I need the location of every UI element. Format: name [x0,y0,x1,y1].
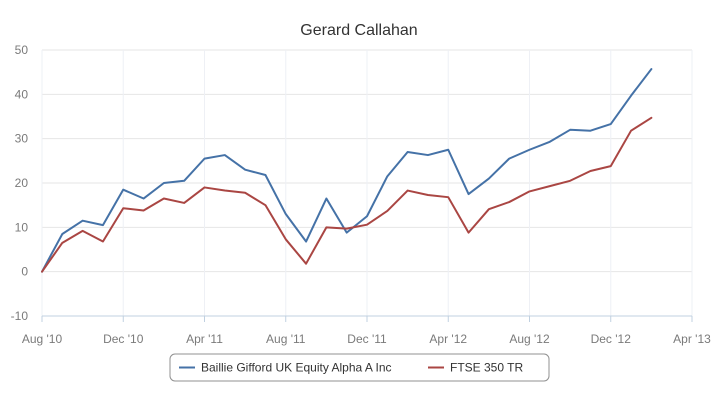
y-tick-label: 10 [15,220,29,234]
grid-layer [41,49,693,317]
legend-label: Baillie Gifford UK Equity Alpha A Inc [201,361,392,375]
x-tick-label: Aug '12 [509,332,550,346]
legend-box [169,353,550,382]
x-tick-label: Apr '11 [186,332,223,346]
legend-item-1[interactable]: Baillie Gifford UK Equity Alpha A Inc [179,361,392,375]
y-tick-label: 0 [21,265,28,279]
legend-label: FTSE 350 TR [450,361,523,375]
legend-item-2[interactable]: FTSE 350 TR [428,361,523,375]
legend: Baillie Gifford UK Equity Alpha A Inc FTS… [169,353,550,382]
y-tick-label: 40 [15,87,29,101]
series-line-2 [41,116,653,273]
chart-title: Gerard Callahan [300,22,417,39]
x-tick-label: Apr '13 [673,332,711,346]
y-tick-label: 30 [15,132,29,146]
y-tick-label: -10 [11,309,29,323]
axis-layer: -10 0 10 20 30 40 50 Aug '10 Dec '10 Apr '11 Aug '… [11,43,711,346]
y-tick-label: 50 [15,43,29,57]
x-tick-label: Aug '10 [22,332,63,346]
x-tick-label: Dec '12 [591,332,632,346]
y-tick-label: 20 [15,176,29,190]
x-tick-label: Apr '12 [429,332,467,346]
x-tick-label: Dec '11 [347,332,387,346]
series-layer [41,68,653,273]
series-line-1 [41,68,653,273]
x-tick-label: Aug '11 [266,332,306,346]
x-tick-label: Dec '10 [103,332,144,346]
